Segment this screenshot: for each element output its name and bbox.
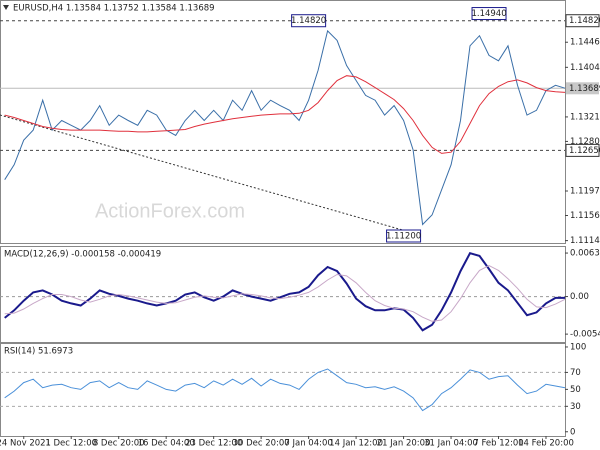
level-box (565, 143, 600, 157)
y-tick-label: 1.14040 (570, 63, 600, 73)
macd-panel (0, 246, 566, 343)
y-tick-label: 1.12800 (570, 137, 600, 147)
x-tick-label: 1 Dec 12:00 (45, 439, 97, 449)
x-tick-label: 21 Jan 20:00 (377, 439, 431, 449)
y-tick-label: 1.13210 (570, 112, 600, 122)
x-tick-label: 7 Jan 04:00 (284, 439, 332, 449)
watermark: ActionForex.com (95, 200, 245, 222)
series-line (4, 368, 566, 412)
x-tick-label: 30 Dec 20:00 (233, 439, 290, 449)
y-tick-label: 1.11560 (570, 211, 600, 221)
level-label: 1.14820 (569, 16, 600, 26)
menu-icon (3, 5, 9, 10)
annotation-label: 1.14940 (471, 9, 506, 19)
x-tick-label: 24 Nov 2021 (0, 439, 51, 449)
x-tick-label: 7 Feb 12:00 (473, 439, 523, 449)
last-price-label: 1.13689 (569, 84, 600, 94)
panel-title: EURUSD,H4 1.13584 1.13752 1.13584 1.1368… (13, 4, 215, 14)
trend-line (0, 114, 421, 236)
y-tick-label: -0.005455 (570, 330, 600, 340)
series-line (4, 252, 565, 332)
x-tick-label: 31 Jan 04:00 (424, 439, 478, 449)
last-price-box (566, 82, 599, 95)
level-label: 1.12650 (569, 146, 600, 156)
rsi-panel (0, 343, 566, 437)
x-tick-label: 16 Dec 04:00 (138, 439, 195, 449)
series-line (4, 29, 566, 226)
x-tick-label: 14 Jan 12:00 (329, 439, 383, 449)
series-line (4, 75, 566, 154)
main-panel (0, 0, 566, 244)
y-tick-label: 1.11970 (570, 187, 600, 197)
annotation-label: 1.14820 (291, 16, 326, 26)
x-tick-label: 14 Feb 20:00 (518, 439, 574, 449)
x-tick-label: 23 Dec 12:00 (185, 439, 242, 449)
y-tick-label: 0 (570, 427, 575, 437)
panel-title: RSI(14) 51.6973 (4, 347, 73, 357)
panel-title: MACD(12,26,9) -0.000158 -0.000419 (4, 250, 161, 260)
x-tick-label: 8 Dec 20:00 (93, 439, 145, 449)
y-tick-label: 1.14460 (570, 38, 600, 48)
y-tick-label: 50 (570, 385, 581, 395)
annotation-label: 1.11200 (386, 232, 421, 242)
level-box (565, 14, 600, 28)
y-tick-label: 0.00632 (570, 249, 600, 259)
y-tick-label: 0.00 (570, 292, 589, 302)
y-tick-label: 100 (570, 342, 586, 352)
annotation-box (291, 14, 327, 28)
annotation-box (386, 229, 422, 243)
y-tick-label: 1.11140 (570, 236, 600, 246)
y-tick-label: 70 (570, 368, 581, 378)
annotation-box (471, 7, 507, 21)
series-line (4, 265, 566, 322)
y-tick-label: 30 (570, 402, 581, 412)
